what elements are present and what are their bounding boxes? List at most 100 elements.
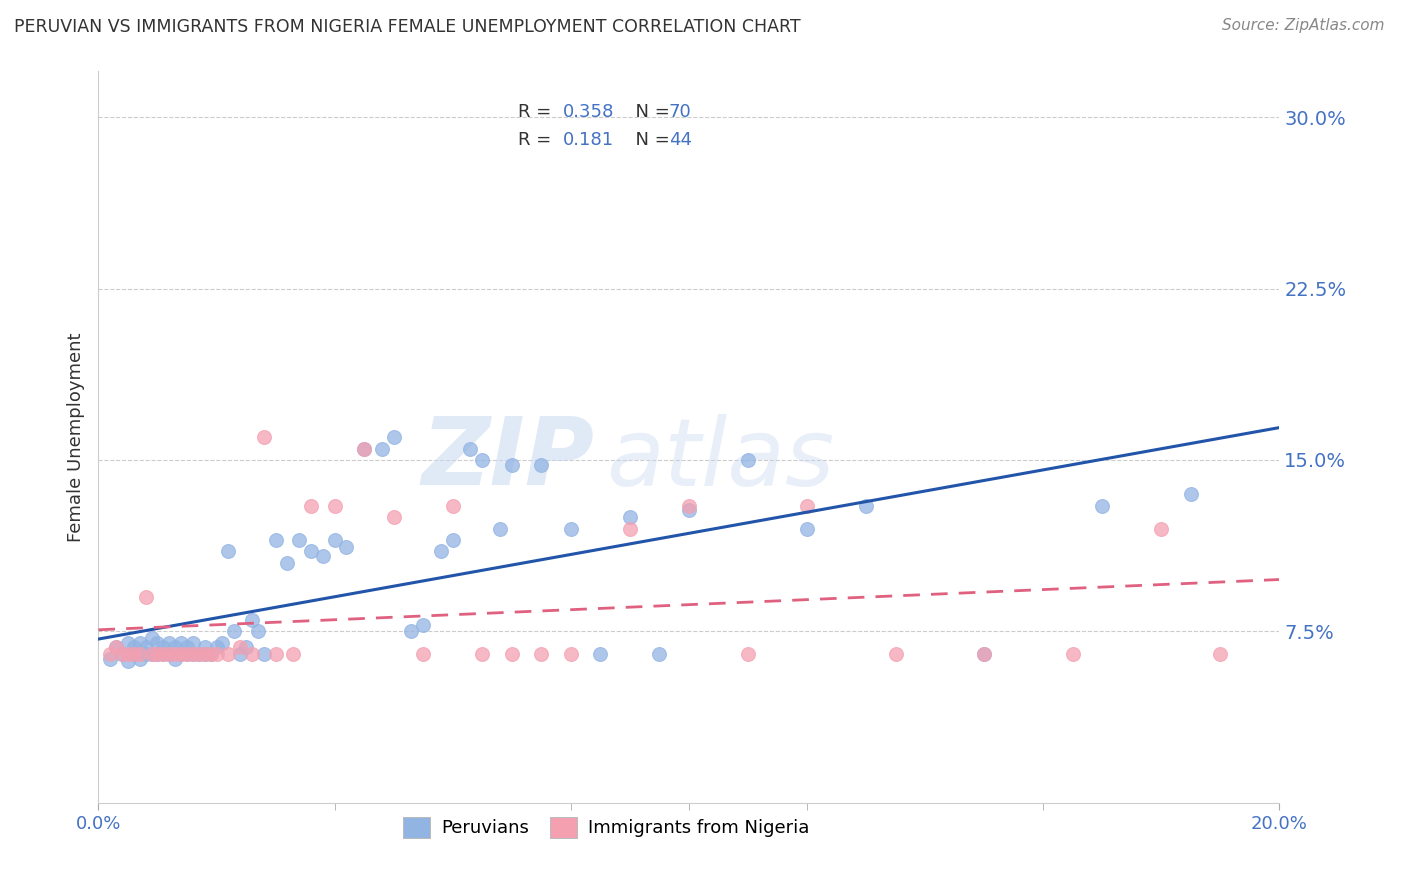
Point [194,640,217,655]
Point [105,640,128,655]
Point [105,640,128,655]
Point [152,647,174,661]
Point [141,647,163,661]
Point [146,647,169,661]
Point [382,510,405,524]
Point [205,640,228,655]
Point [276,556,298,570]
Point [217,647,239,661]
Point [152,647,174,661]
Point [323,499,346,513]
Point [560,647,582,661]
Point [165,652,187,666]
Point [170,647,193,661]
Point [1091,499,1114,513]
Point [471,647,494,661]
Point [176,647,198,661]
Point [796,521,818,535]
Point [560,521,582,535]
Point [973,647,995,661]
Point [412,617,434,632]
Point [176,640,198,655]
Point [353,442,375,456]
Point [141,632,163,646]
Point [146,647,169,661]
Point [200,647,222,661]
Point [229,640,252,655]
Point [135,647,157,661]
Text: PERUVIAN VS IMMIGRANTS FROM NIGERIA FEMALE UNEMPLOYMENT CORRELATION CHART: PERUVIAN VS IMMIGRANTS FROM NIGERIA FEMA… [14,18,800,36]
Point [165,647,187,661]
Point [489,521,512,535]
Point [299,499,322,513]
Point [1062,647,1084,661]
Point [619,510,641,524]
Point [1150,521,1173,535]
Point [194,647,217,661]
Text: 44: 44 [669,131,692,149]
Point [211,636,233,650]
Point [117,647,139,661]
Text: 0.358: 0.358 [562,103,614,120]
Point [471,453,494,467]
Point [135,590,157,604]
Point [460,442,482,456]
Point [181,647,204,661]
Point [205,647,228,661]
Text: ZIP: ZIP [422,413,595,505]
Point [619,521,641,535]
Point [128,652,150,666]
Point [737,453,759,467]
Point [111,647,134,661]
Legend: Peruvians, Immigrants from Nigeria: Peruvians, Immigrants from Nigeria [395,810,817,845]
Point [165,640,187,655]
Point [412,647,434,661]
Point [135,640,157,655]
Text: N =: N = [624,131,675,149]
Point [176,647,198,661]
Point [122,647,145,661]
Point [264,533,287,547]
Point [288,533,311,547]
Point [200,647,222,661]
Point [187,647,209,661]
Point [152,640,174,655]
Point [98,652,121,666]
Point [181,636,204,650]
Point [353,442,375,456]
Point [157,647,180,661]
Point [224,624,246,639]
Point [430,544,453,558]
Point [530,458,553,472]
Point [117,636,139,650]
Point [678,499,700,513]
Point [264,647,287,661]
Point [253,430,276,444]
Point [98,647,121,661]
Point [973,647,995,661]
Text: atlas: atlas [606,414,835,505]
Point [855,499,877,513]
Point [128,647,150,661]
Y-axis label: Female Unemployment: Female Unemployment [66,333,84,541]
Point [589,647,612,661]
Point [648,647,671,661]
Point [157,647,180,661]
Point [796,499,818,513]
Point [323,533,346,547]
Point [335,540,357,554]
Point [678,503,700,517]
Point [253,647,276,661]
Text: R =: R = [517,131,562,149]
Point [441,499,464,513]
Point [128,636,150,650]
Point [229,647,252,661]
Point [884,647,907,661]
Point [117,654,139,668]
Point [737,647,759,661]
Point [187,647,209,661]
Point [401,624,423,639]
Point [217,544,239,558]
Point [441,533,464,547]
Point [530,647,553,661]
